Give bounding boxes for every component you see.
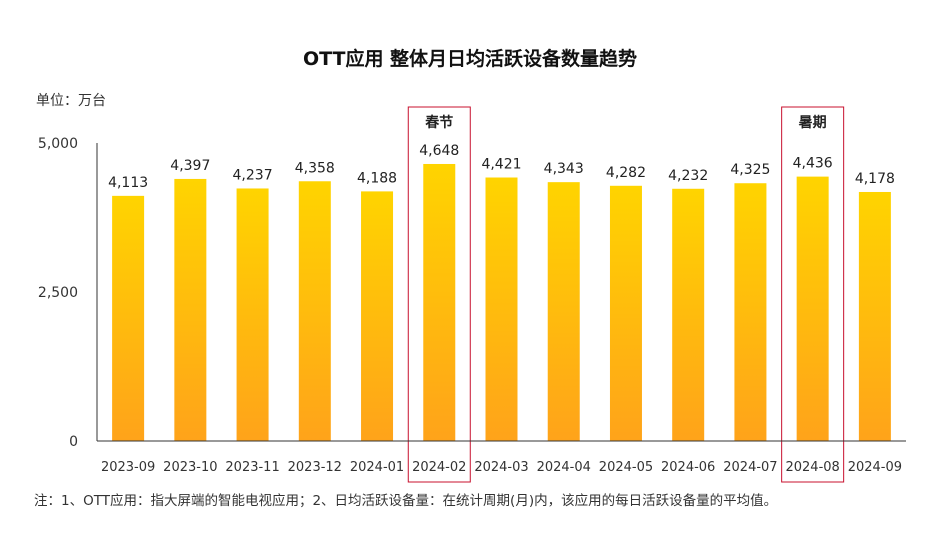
highlight-box bbox=[781, 106, 845, 483]
x-tick-label: 2024-08 bbox=[785, 460, 839, 475]
bar bbox=[858, 191, 891, 441]
bar bbox=[609, 185, 642, 441]
highlight-label: 春节 bbox=[424, 114, 453, 131]
unit-label: 单位：万台 bbox=[36, 93, 106, 109]
bar bbox=[547, 182, 580, 441]
bar-value-label: 4,358 bbox=[295, 160, 335, 176]
bar bbox=[112, 195, 145, 441]
bar bbox=[672, 188, 705, 441]
y-tick-label: 2,500 bbox=[38, 285, 78, 301]
x-tick-label: 2024-07 bbox=[723, 460, 777, 475]
x-tick-label: 2024-03 bbox=[474, 460, 528, 475]
bar-value-label: 4,397 bbox=[170, 158, 210, 174]
bar-value-label: 4,648 bbox=[419, 143, 459, 159]
bar-value-label: 4,343 bbox=[544, 161, 584, 177]
bar bbox=[734, 183, 767, 442]
bar-value-label: 4,436 bbox=[793, 156, 833, 172]
bar-value-label: 4,232 bbox=[668, 168, 708, 184]
chart-title: OTT应用 整体月日均活跃设备数量趋势 bbox=[302, 48, 638, 70]
y-tick-label: 0 bbox=[69, 434, 78, 450]
x-tick-label: 2023-10 bbox=[163, 460, 217, 475]
highlight-box bbox=[407, 106, 471, 483]
highlight-label: 暑期 bbox=[799, 115, 827, 131]
x-tick-label: 2024-09 bbox=[848, 460, 902, 475]
bar bbox=[174, 178, 207, 442]
footnote: 注：1、OTT应用：指大屏端的智能电视应用；2、日均活跃设备量：在统计周期(月)… bbox=[34, 493, 778, 509]
x-tick-label: 2024-02 bbox=[412, 460, 466, 475]
bar-value-label: 4,325 bbox=[730, 162, 770, 178]
bar bbox=[236, 188, 269, 441]
x-tick-label: 2024-01 bbox=[350, 460, 404, 475]
x-tick-label: 2024-06 bbox=[661, 460, 715, 475]
bar-value-label: 4,188 bbox=[357, 170, 397, 186]
x-tick-label: 2024-04 bbox=[537, 460, 591, 475]
bar bbox=[361, 191, 394, 441]
bar-value-label: 4,178 bbox=[855, 171, 895, 187]
x-tick-label: 2023-12 bbox=[288, 460, 342, 475]
bar bbox=[423, 163, 456, 442]
bar-value-label: 4,113 bbox=[108, 175, 148, 191]
x-tick-label: 2023-09 bbox=[101, 460, 155, 475]
bar-value-label: 4,237 bbox=[233, 167, 273, 183]
bar bbox=[796, 176, 829, 442]
bar-value-label: 4,421 bbox=[481, 157, 521, 173]
bar bbox=[485, 177, 518, 441]
y-tick-label: 5,000 bbox=[38, 136, 78, 152]
x-tick-label: 2024-05 bbox=[599, 460, 653, 475]
bar-value-label: 4,282 bbox=[606, 165, 646, 181]
x-tick-label: 2023-11 bbox=[225, 460, 279, 475]
bar bbox=[298, 181, 331, 442]
